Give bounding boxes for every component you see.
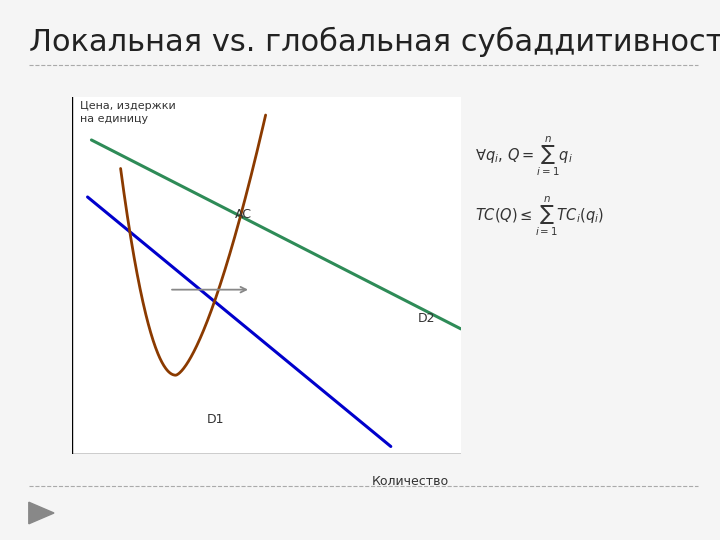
Text: Цена, издержки
на единицу: Цена, издержки на единицу xyxy=(80,101,176,124)
Text: AC: AC xyxy=(235,208,252,221)
Text: D1: D1 xyxy=(207,413,225,426)
Text: Количество: Количество xyxy=(372,475,449,488)
Text: $\forall q_i,\, Q = \sum_{i=1}^{n} q_i$: $\forall q_i,\, Q = \sum_{i=1}^{n} q_i$ xyxy=(475,135,573,178)
Text: $TC(Q) \leq \sum_{i=1}^{n} TC_i(q_i)$: $TC(Q) \leq \sum_{i=1}^{n} TC_i(q_i)$ xyxy=(475,194,604,238)
Text: Локальная vs. глобальная субаддитивность: Локальная vs. глобальная субаддитивность xyxy=(29,27,720,57)
Text: D2: D2 xyxy=(418,312,436,325)
